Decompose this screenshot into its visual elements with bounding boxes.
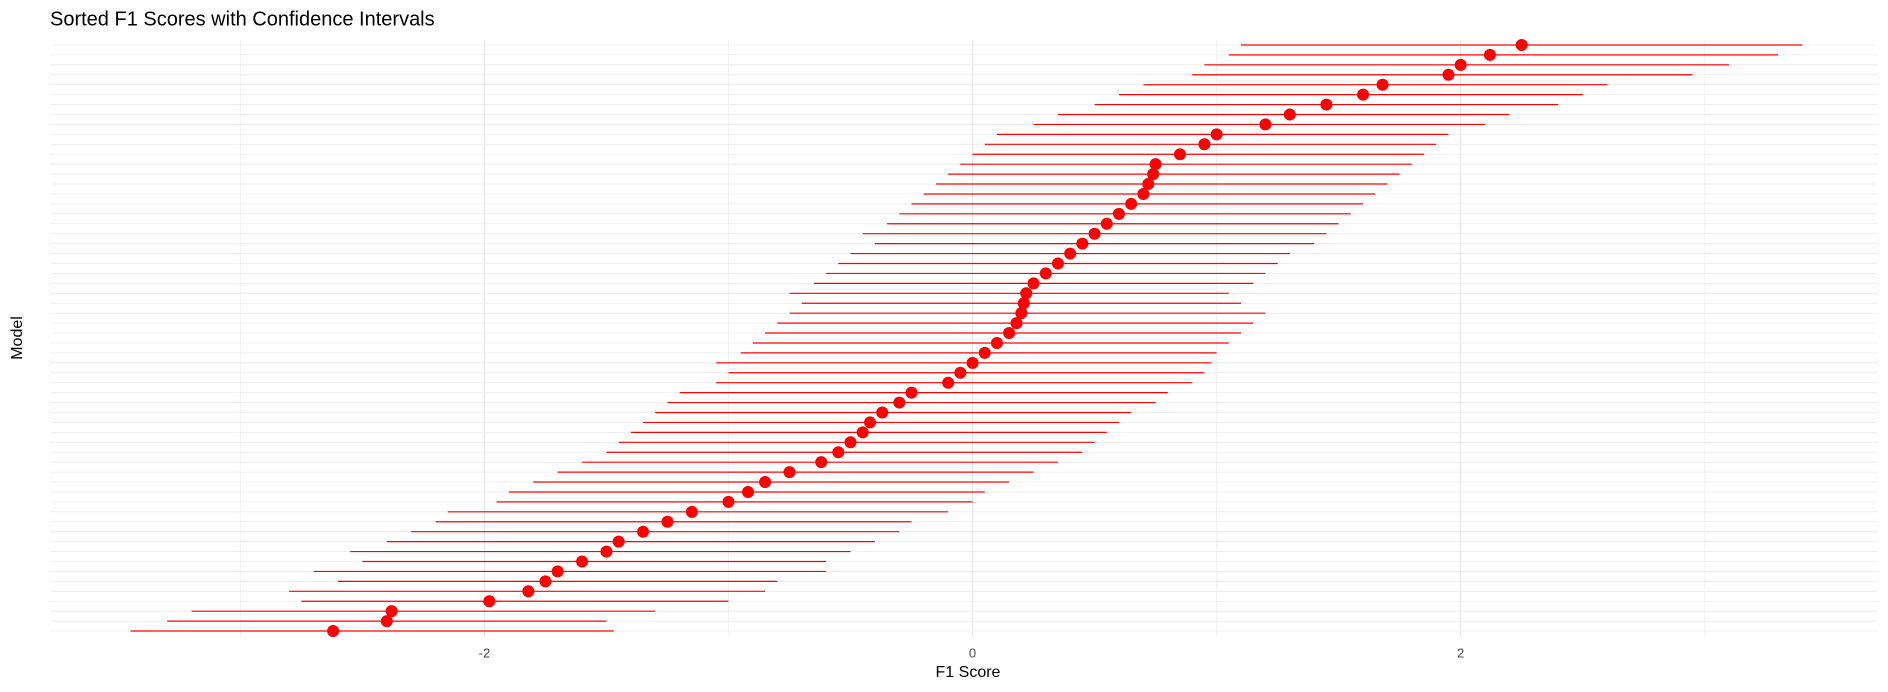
point	[844, 436, 857, 449]
point	[876, 406, 889, 419]
point	[1320, 98, 1333, 111]
point	[1147, 168, 1160, 181]
point	[856, 426, 869, 439]
point	[1112, 207, 1125, 220]
point	[783, 466, 796, 479]
point	[1015, 307, 1028, 320]
point	[1149, 158, 1162, 171]
point	[327, 625, 340, 638]
point	[576, 555, 589, 568]
point	[990, 336, 1003, 349]
point	[1442, 68, 1455, 81]
point	[600, 545, 613, 558]
point	[893, 396, 906, 409]
point	[722, 495, 735, 508]
point	[1027, 277, 1040, 290]
point	[864, 416, 877, 429]
point	[759, 476, 772, 489]
point	[1142, 178, 1155, 191]
point	[551, 565, 564, 578]
point	[1076, 237, 1089, 250]
point	[661, 515, 674, 528]
point	[1259, 118, 1272, 131]
x-tick-label: -2	[479, 645, 491, 660]
point	[612, 535, 625, 548]
point	[1051, 257, 1064, 270]
point	[1210, 128, 1223, 141]
point	[832, 446, 845, 459]
point	[1137, 187, 1150, 200]
point	[1515, 38, 1528, 51]
point	[1173, 148, 1186, 161]
point	[1198, 138, 1211, 151]
point	[905, 386, 918, 399]
point	[1454, 58, 1467, 71]
point	[637, 525, 650, 538]
point	[385, 605, 398, 618]
x-tick-label: 0	[969, 645, 976, 660]
point	[1283, 108, 1296, 121]
point	[742, 485, 755, 498]
x-tick-label: 2	[1457, 645, 1464, 660]
point	[1003, 327, 1016, 340]
point	[1376, 78, 1389, 91]
point	[1125, 197, 1138, 210]
point	[966, 356, 979, 369]
chart-title: Sorted F1 Scores with Confidence Interva…	[50, 8, 435, 30]
point	[1010, 317, 1023, 330]
point	[1100, 217, 1113, 230]
point	[1020, 287, 1033, 300]
point	[1483, 48, 1496, 61]
y-axis-title: Model	[9, 316, 26, 360]
point	[978, 346, 991, 359]
point	[380, 615, 393, 628]
point	[1088, 227, 1101, 240]
point	[539, 575, 552, 588]
point	[483, 595, 496, 608]
point	[954, 366, 967, 379]
point	[815, 456, 828, 469]
point	[1039, 267, 1052, 280]
point	[1357, 88, 1370, 101]
point	[522, 585, 535, 598]
point	[942, 376, 955, 389]
x-axis-title: F1 Score	[936, 664, 1001, 681]
point	[685, 505, 698, 518]
point	[1064, 247, 1077, 260]
point	[1017, 297, 1030, 310]
